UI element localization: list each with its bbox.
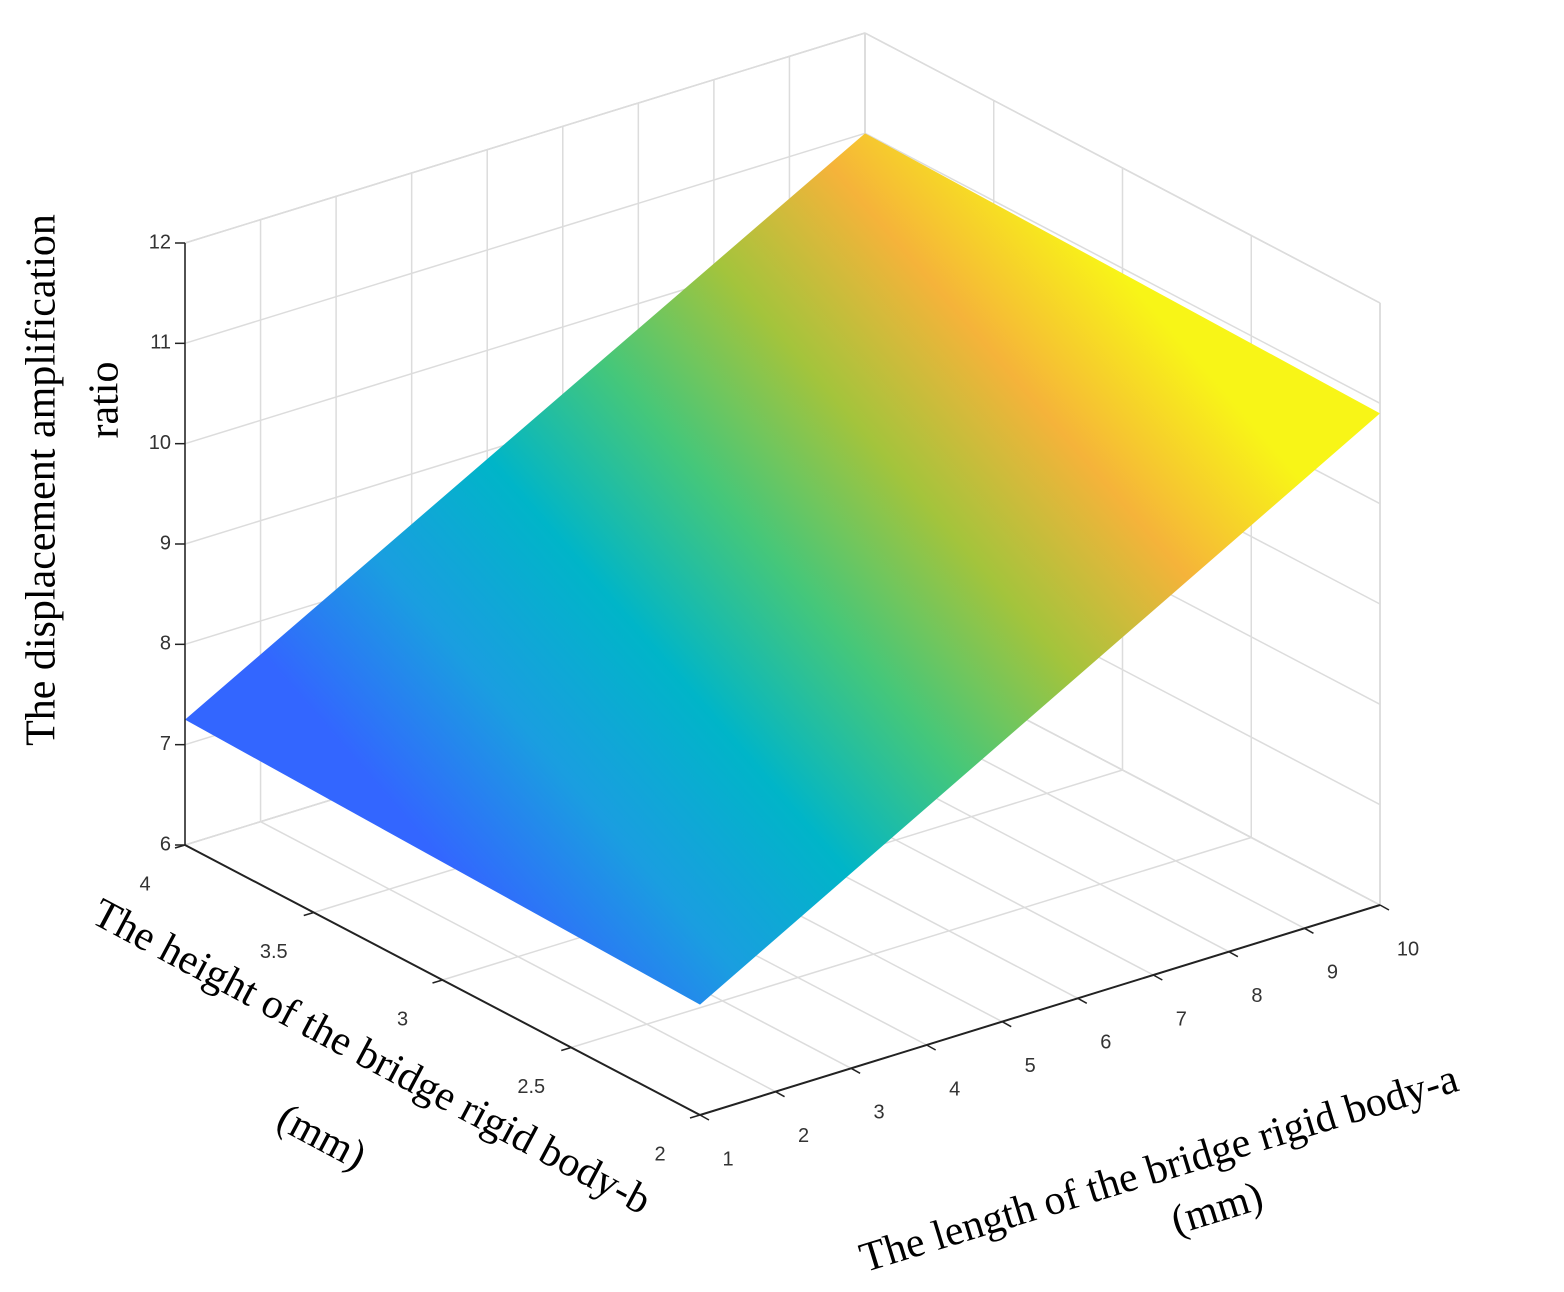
x-tick-label: 4: [949, 1078, 960, 1100]
z-tick-label: 12: [149, 231, 171, 253]
z-axis-title: ratio: [82, 362, 128, 439]
tick-mark: [1304, 927, 1314, 934]
tick-mark: [1152, 974, 1163, 981]
z-axis-title: The displacement amplification: [19, 214, 65, 746]
tick-mark: [689, 1114, 701, 1119]
x-tick-label: 7: [1176, 1008, 1187, 1030]
x-tick-label: 10: [1397, 938, 1419, 960]
z-tick-label: 6: [160, 833, 171, 855]
grid-line: [571, 836, 1252, 1049]
tick-mark: [1001, 1021, 1012, 1028]
grid-line: [864, 32, 1381, 304]
x-tick-label: 6: [1100, 1032, 1111, 1054]
tick-mark: [775, 1091, 785, 1098]
z-tick-label: 10: [149, 432, 171, 454]
tick-mark: [926, 1044, 937, 1051]
z-tick-label: 7: [160, 733, 171, 755]
tick-mark: [1077, 997, 1088, 1004]
tick-mark: [1228, 951, 1239, 958]
tick-mark: [174, 844, 186, 849]
x-tick-label: 1: [722, 1148, 733, 1170]
y-tick-label: 2: [654, 1143, 665, 1165]
y-tick-label: 2.5: [517, 1076, 545, 1098]
y-tick-label: 4: [139, 873, 150, 895]
x-tick-label: 9: [1327, 962, 1338, 984]
x-tick-label: 3: [874, 1102, 885, 1124]
axis-line: [699, 904, 1381, 1116]
x-tick-label: 5: [1025, 1055, 1036, 1077]
grid-line: [864, 132, 1381, 404]
grid-line: [184, 132, 866, 345]
x-axis-title: The length of the bridge rigid body-a: [854, 1056, 1463, 1282]
tick-mark: [1379, 904, 1390, 911]
y-tick-label: 3.5: [260, 941, 288, 963]
x-tick-label: 2: [798, 1125, 809, 1147]
z-tick-label: 8: [160, 633, 171, 655]
z-tick-label: 9: [160, 532, 171, 554]
grid-line: [184, 32, 866, 244]
y-tick-label: 3: [397, 1008, 408, 1030]
x-tick-label: 8: [1251, 985, 1262, 1007]
tick-mark: [699, 1114, 710, 1121]
y-axis-title: (mm): [270, 1095, 374, 1179]
tick-mark: [850, 1067, 861, 1074]
z-tick-label: 11: [150, 332, 171, 354]
tick-mark: [432, 979, 443, 984]
tick-mark: [561, 1046, 572, 1052]
tick-mark: [303, 911, 314, 917]
surface: [185, 133, 1380, 1005]
